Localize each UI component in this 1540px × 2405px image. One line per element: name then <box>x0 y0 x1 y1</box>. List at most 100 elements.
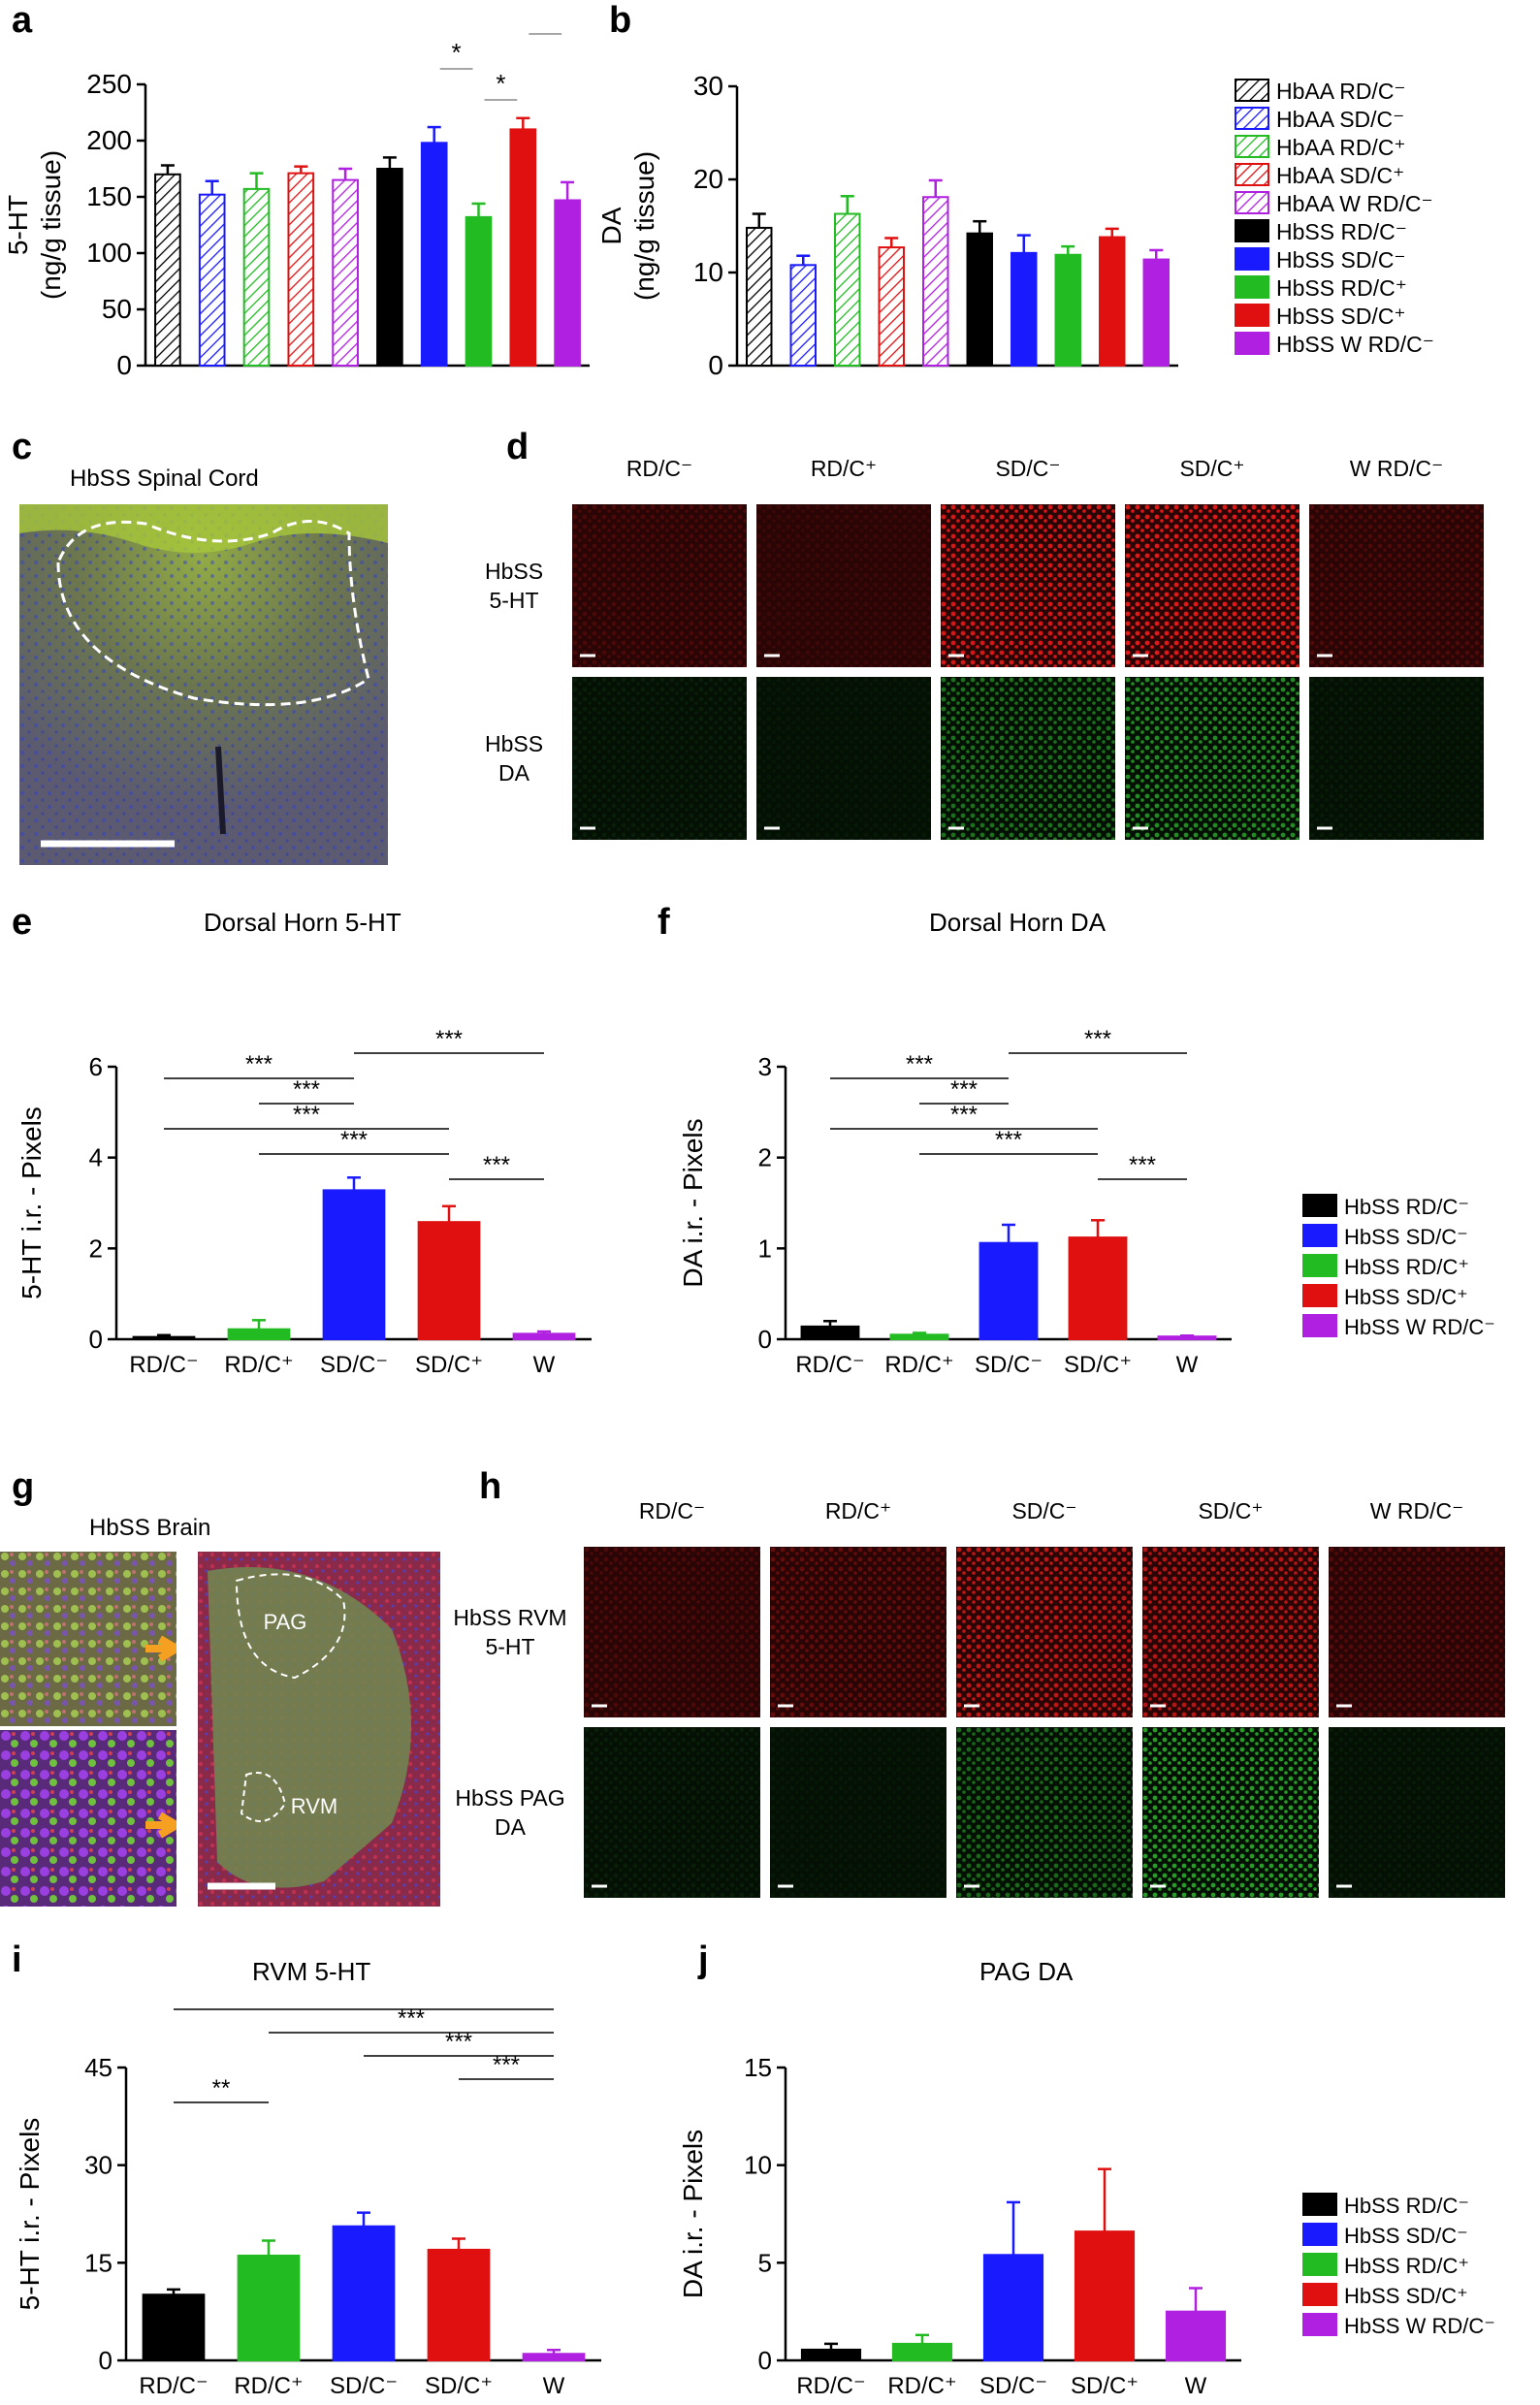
significance-label: *** <box>398 2005 425 2032</box>
legend-swatch <box>1235 135 1269 158</box>
x-tick-label: W <box>1176 1352 1199 1377</box>
grid-row-label-line: HbSS <box>484 731 544 756</box>
significance-label: * <box>359 1998 368 2008</box>
significance-label: *** <box>950 1102 978 1128</box>
micrograph-image <box>1329 1727 1505 1898</box>
y-tick-label: 50 <box>102 294 132 324</box>
y-tick-label: 200 <box>86 125 132 155</box>
y-axis-label: DA i.r. - Pixels <box>678 1118 708 1287</box>
bar <box>132 1335 196 1340</box>
y-tick-label: 1 <box>758 1234 772 1263</box>
brain-zoom-bottom-image <box>0 1730 176 1907</box>
bar <box>512 1332 576 1341</box>
bar <box>554 199 581 367</box>
x-tick-label: RD/C⁻ <box>519 2402 588 2405</box>
y-tick-label: 4 <box>89 1143 103 1172</box>
y-tick-label: 30 <box>693 71 723 101</box>
bar <box>982 2254 1044 2361</box>
significance-label: *** <box>1084 1026 1111 1052</box>
significance-label: * <box>496 69 505 98</box>
legend-swatch <box>1302 2223 1337 2246</box>
grid-column-label: SD/C⁺ <box>1198 1498 1264 1523</box>
micrograph-image <box>1329 1547 1505 1717</box>
y-tick-label: 2 <box>758 1143 772 1172</box>
x-tick-label: RD/C⁻ <box>139 2373 208 2399</box>
bar <box>922 196 949 367</box>
grid-row-label-line: 5-HT <box>489 588 539 613</box>
x-tick-label: RD/C⁺ <box>224 1352 293 1377</box>
grid-column-label: RD/C⁻ <box>638 1498 706 1523</box>
y-tick-label: 15 <box>84 2248 112 2277</box>
title-g: HbSS Brain <box>89 1515 211 1541</box>
title-c: HbSS Spinal Cord <box>70 465 259 492</box>
legend-swatch <box>1235 332 1269 355</box>
bar <box>154 173 181 367</box>
x-tick-label: SD/C⁻ <box>979 2373 1047 2399</box>
legend-top: HbAA RD/C⁻ HbAA SD/C⁻ HbAA RD/C⁺ HbAA SD/C⁺… <box>1235 79 1434 357</box>
bar <box>746 226 773 367</box>
legend-label: HbAA RD/C⁺ <box>1276 135 1406 160</box>
significance-label: * <box>540 19 550 32</box>
panel-label-d: d <box>506 427 529 467</box>
micrograph-image <box>770 1727 946 1898</box>
legend-ef: HbSS RD/C⁻ HbSS SD/C⁻ HbSS RD/C⁺ HbSS SD/C⁺… <box>1302 1194 1495 1339</box>
micrograph-image <box>770 1547 946 1717</box>
bar <box>287 172 315 367</box>
legend-swatch <box>1235 191 1269 214</box>
panel-label-i: i <box>12 1940 22 1980</box>
micrograph-image <box>572 677 747 840</box>
micrograph-image <box>584 1547 760 1717</box>
y-tick-label: 10 <box>693 257 723 287</box>
chart-b: 0 10 20 30 DA (ng/g tissue) <box>601 71 1178 380</box>
y-axis-sublabel: (ng/g tissue) <box>629 151 659 301</box>
legend-ij: HbSS RD/C⁻ HbSS SD/C⁻ HbSS RD/C⁺ HbSS SD/C⁺… <box>1302 2193 1495 2338</box>
bar <box>522 2353 586 2361</box>
x-tick-label: W <box>1185 2373 1207 2399</box>
y-tick-label: 100 <box>86 238 132 268</box>
y-tick-label: 6 <box>89 1052 103 1081</box>
chart-f: 0 1 2 3 DA i.r. - Pixels RD/C⁻ RD/C⁺ SD/C⁻ SD/C⁺… <box>678 1026 1232 1377</box>
bar <box>332 2225 396 2361</box>
grid-column-label: SD/C⁻ <box>995 456 1061 481</box>
y-axis-label: 5-HT i.r. - Pixels <box>16 1106 47 1299</box>
grid-row-label: HbSS 5-HT <box>456 557 572 615</box>
grid-row-label: HbSS RVM 5-HT <box>436 1603 584 1661</box>
legend-swatch <box>1302 2193 1337 2216</box>
significance-label: *** <box>293 1076 320 1103</box>
image-grid-d: RD/C⁻ RD/C⁺ SD/C⁻ SD/C⁺ W RD/C⁻ HbSS 5-HT HbSS D… <box>456 456 1540 863</box>
grid-row-label-line: HbSS <box>484 559 544 584</box>
significance-label: ** <box>212 2075 231 2101</box>
bar <box>509 128 537 368</box>
x-tick-label: SD/C⁺ <box>415 1352 483 1377</box>
legend-swatch <box>1302 1284 1337 1307</box>
legend-label: HbAA RD/C⁻ <box>1276 79 1406 104</box>
bar <box>420 142 448 367</box>
panel-label-h: h <box>479 1466 502 1507</box>
legend-swatch <box>1302 2253 1337 2276</box>
bar <box>1157 1335 1217 1341</box>
bar <box>878 246 905 367</box>
legend-swatch <box>1235 107 1269 130</box>
grid-row-label-line: DA <box>495 1814 526 1840</box>
y-tick-label: 45 <box>84 2053 112 2082</box>
bar <box>376 168 403 367</box>
micrograph-image <box>941 504 1115 667</box>
panel-label-b: b <box>609 0 632 41</box>
legend-label: HbAA SD/C⁺ <box>1276 163 1404 188</box>
legend-label: HbSS SD/C⁻ <box>1344 1225 1468 1249</box>
micrograph-image <box>1125 504 1299 667</box>
grid-row-label-line: HbSS PAG <box>455 1785 565 1811</box>
grid-row-label: HbSS DA <box>456 729 572 787</box>
significance-label: *** <box>950 1076 978 1103</box>
panel-label-g: g <box>12 1466 35 1507</box>
brain-section-image: PAG RVM <box>198 1552 440 1907</box>
x-tick-label: RD/C⁻ <box>1161 2402 1230 2405</box>
micrograph-image <box>756 677 931 840</box>
y-tick-label: 20 <box>693 164 723 194</box>
legend-label: HbSS RD/C⁻ <box>1344 1195 1469 1219</box>
bar <box>789 264 817 368</box>
y-tick-label: 10 <box>744 2151 772 2180</box>
significance-label: *** <box>906 1051 933 1077</box>
bar <box>1068 1236 1128 1340</box>
micrograph-image <box>584 1727 760 1898</box>
